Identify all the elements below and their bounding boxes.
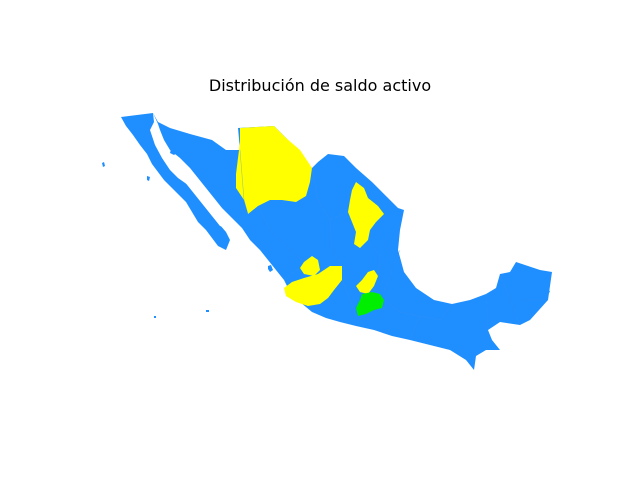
island-socorro-1 (154, 316, 156, 318)
state-borders (239, 149, 548, 341)
state-jalisco (284, 266, 342, 306)
state-chihuahua (236, 126, 312, 214)
island-socorro-2 (206, 310, 209, 312)
island-cedros (147, 176, 150, 181)
island-maria (268, 265, 273, 272)
mainland-mexico (153, 113, 552, 370)
state-aguascalientes (300, 256, 320, 276)
state-mexico (356, 292, 384, 316)
gulf-of-california (154, 128, 226, 228)
map-title: Distribución de saldo activo (208, 76, 432, 95)
island-tiburon (170, 147, 178, 155)
state-queretaro (356, 270, 378, 294)
state-nuevo-leon (348, 182, 384, 248)
island-guadalupe (102, 162, 105, 167)
island-cozumel (545, 288, 550, 294)
baja-california-peninsula (121, 113, 230, 250)
